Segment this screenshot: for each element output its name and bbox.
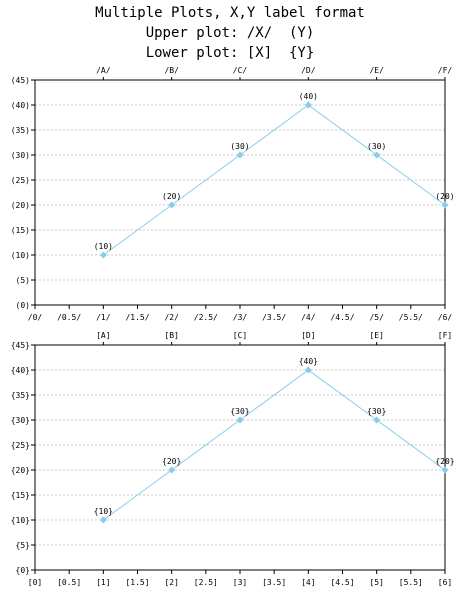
y-tick-label: (0) (16, 301, 30, 310)
y-tick-label: (25) (11, 176, 30, 185)
y-tick-label: (15) (11, 226, 30, 235)
top-category-label: /E/ (369, 66, 384, 75)
x-tick-label: [0.5] (57, 578, 81, 587)
x-tick-label: /0.5/ (57, 313, 81, 322)
data-label: {20} (162, 457, 181, 466)
top-category-label: /A/ (96, 66, 111, 75)
data-point (373, 151, 381, 159)
data-point (441, 201, 449, 209)
x-tick-label: [4] (301, 578, 315, 587)
x-tick-label: [3.5] (262, 578, 286, 587)
y-tick-label: (30) (11, 151, 30, 160)
series-line (103, 104, 446, 256)
y-tick-label: {25} (11, 441, 30, 450)
data-label: (30) (367, 142, 386, 151)
y-tick-label: {20} (11, 466, 30, 475)
x-tick-label: /6/ (438, 313, 453, 322)
data-point (304, 366, 312, 374)
data-point (236, 151, 244, 159)
lower-plot: {0} {5} {10} {15} {20} {25} {30} {35} {40} {45} [0… (11, 331, 455, 587)
top-category-label: [B] (164, 331, 178, 340)
y-tick-label: {5} (16, 541, 30, 550)
data-point (168, 201, 176, 209)
chart-subtitle-lower: Lower plot: [X] {Y} (145, 45, 315, 61)
x-tick-label: /5/ (369, 313, 384, 322)
top-category-label: [A] (96, 331, 110, 340)
top-category-label: /C/ (233, 66, 248, 75)
data-label: (40) (299, 92, 318, 101)
data-point (373, 416, 381, 424)
x-tick-label: /2.5/ (194, 313, 218, 322)
chart-title-block: Multiple Plots, X,Y label format Upper p… (0, 3, 460, 63)
y-tick-label: {45} (11, 341, 30, 350)
y-tick-label: {0} (16, 566, 30, 575)
y-tick-label: {30} (11, 416, 30, 425)
top-category-label: /D/ (301, 66, 316, 75)
y-tick-label: (40) (11, 101, 30, 110)
x-tick-label: /4.5/ (330, 313, 354, 322)
series-line (103, 369, 446, 521)
data-point (99, 516, 107, 524)
y-tick-label: (5) (16, 276, 30, 285)
x-tick-label: /5.5/ (399, 313, 423, 322)
y-tick-label: (20) (11, 201, 30, 210)
data-point (304, 101, 312, 109)
x-tick-label: /3/ (233, 313, 248, 322)
x-tick-label: /0/ (28, 313, 43, 322)
x-tick-label: [5.5] (399, 578, 423, 587)
x-tick-label: [3] (233, 578, 247, 587)
top-category-label: [D] (301, 331, 315, 340)
top-category-label: [F] (438, 331, 452, 340)
y-tick-label: {35} (11, 391, 30, 400)
plot-frame (34, 344, 446, 571)
data-point (236, 416, 244, 424)
top-category-label: [E] (369, 331, 383, 340)
x-tick-label: /1/ (96, 313, 111, 322)
data-label: (20) (435, 192, 454, 201)
data-label: {40} (299, 357, 318, 366)
y-tick-label: {10} (11, 516, 30, 525)
data-point (99, 251, 107, 259)
x-tick-label: /1.5/ (125, 313, 149, 322)
data-point (168, 466, 176, 474)
data-label: {30} (230, 407, 249, 416)
y-tick-label: (35) (11, 126, 30, 135)
x-tick-label: /3.5/ (262, 313, 286, 322)
top-category-label: [C] (233, 331, 247, 340)
x-tick-label: [0] (28, 578, 42, 587)
x-tick-label: [4.5] (330, 578, 354, 587)
y-tick-label: {15} (11, 491, 30, 500)
y-tick-label: (10) (11, 251, 30, 260)
top-category-label: /F/ (438, 66, 453, 75)
x-tick-label: [1.5] (125, 578, 149, 587)
x-tick-label: /4/ (301, 313, 316, 322)
x-tick-label: /2/ (164, 313, 179, 322)
top-category-label: /B/ (164, 66, 179, 75)
x-tick-label: [2.5] (194, 578, 218, 587)
data-point (441, 466, 449, 474)
chart-title: Multiple Plots, X,Y label format (95, 5, 365, 21)
chart-subtitle-upper: Upper plot: /X/ (Y) (145, 25, 315, 41)
y-tick-label: {40} (11, 366, 30, 375)
x-tick-label: [2] (164, 578, 178, 587)
data-label: (20) (162, 192, 181, 201)
data-label: {20} (435, 457, 454, 466)
data-label: (10) (94, 242, 113, 251)
x-tick-label: [1] (96, 578, 110, 587)
data-label: {30} (367, 407, 386, 416)
upper-plot: (0) (5) (10) (15) (20) (25) (30) (35) (40) (45) /0… (11, 66, 455, 322)
data-label: (30) (230, 142, 249, 151)
data-label: {10} (94, 507, 113, 516)
x-tick-label: [5] (369, 578, 383, 587)
plot-frame (34, 79, 446, 306)
y-tick-label: (45) (11, 76, 30, 85)
x-tick-label: [6] (438, 578, 452, 587)
